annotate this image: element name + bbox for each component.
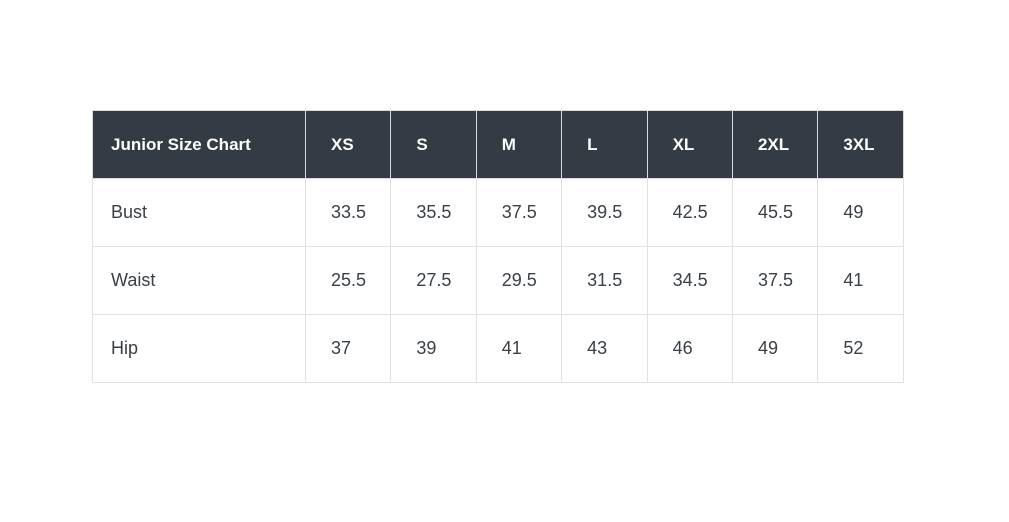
waist-m-value: 29.5 [475,246,563,315]
waist-3xl-value: 41 [817,246,904,315]
row-label-bust: Bust [92,178,306,247]
column-header-xl: XL [646,110,733,179]
bust-xs-value: 33.5 [304,178,392,247]
bust-2xl-value: 45.5 [731,178,819,247]
waist-s-value: 27.5 [390,246,477,315]
table-row-hip: Hip 37 39 41 43 46 49 52 [92,314,904,383]
row-label-waist: Waist [92,246,306,315]
hip-m-value: 41 [475,314,563,383]
waist-xs-value: 25.5 [304,246,392,315]
column-header-2xl: 2XL [731,110,819,179]
hip-xs-value: 37 [304,314,392,383]
bust-xl-value: 42.5 [646,178,733,247]
junior-size-chart-table: Junior Size Chart XS S M L XL 2XL 3XL Bu… [92,110,904,383]
bust-l-value: 39.5 [561,178,648,247]
column-header-m: M [475,110,563,179]
bust-3xl-value: 49 [817,178,904,247]
column-header-xs: XS [304,110,392,179]
hip-xl-value: 46 [646,314,733,383]
column-header-3xl: 3XL [817,110,904,179]
waist-l-value: 31.5 [561,246,648,315]
table-title-cell: Junior Size Chart [92,110,306,179]
table-row-bust: Bust 33.5 35.5 37.5 39.5 42.5 45.5 49 [92,178,904,247]
waist-xl-value: 34.5 [646,246,733,315]
size-chart-header-row: Junior Size Chart XS S M L XL 2XL 3XL [92,110,904,179]
waist-2xl-value: 37.5 [731,246,819,315]
hip-l-value: 43 [561,314,648,383]
hip-2xl-value: 49 [731,314,819,383]
column-header-l: L [561,110,648,179]
bust-s-value: 35.5 [390,178,477,247]
row-label-hip: Hip [92,314,306,383]
column-header-s: S [390,110,477,179]
hip-s-value: 39 [390,314,477,383]
hip-3xl-value: 52 [817,314,904,383]
table-row-waist: Waist 25.5 27.5 29.5 31.5 34.5 37.5 41 [92,246,904,315]
bust-m-value: 37.5 [475,178,563,247]
